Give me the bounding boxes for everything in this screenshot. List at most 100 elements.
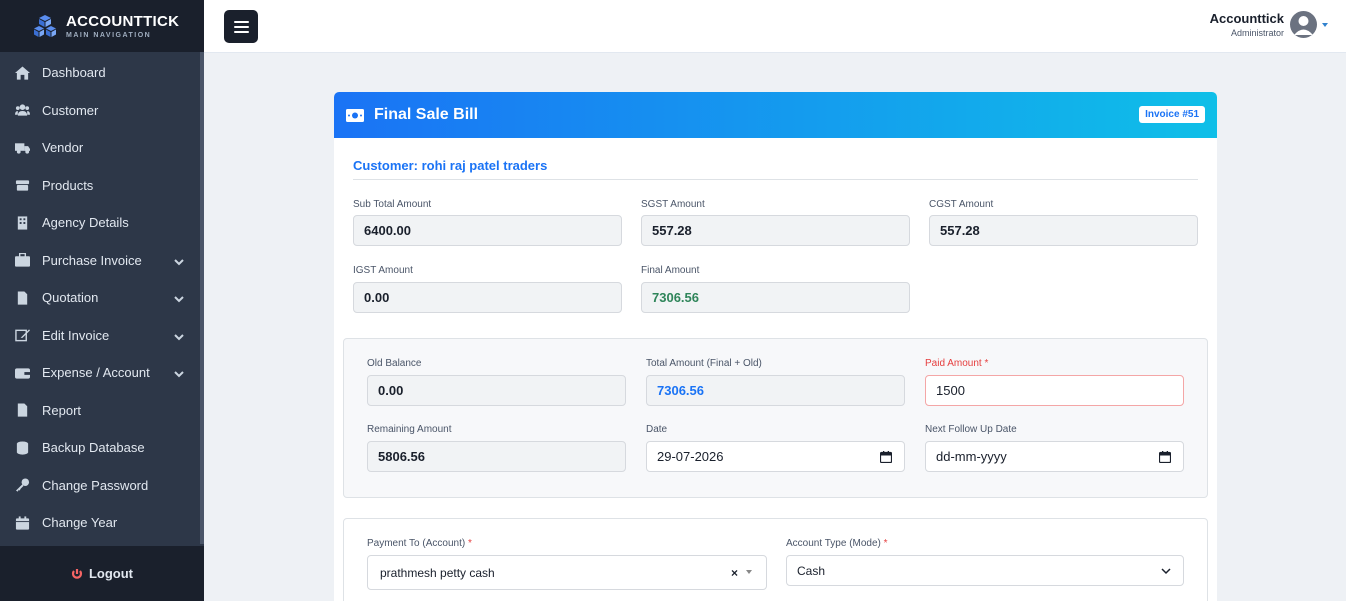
- customer-name: Customer: rohi raj patel traders: [353, 158, 548, 173]
- top-header: Accounttick Administrator: [204, 0, 1346, 53]
- remaining-amount-label: Remaining Amount: [367, 424, 452, 435]
- chevron-down-icon: [174, 367, 184, 378]
- dropdown-arrow-icon: [746, 570, 752, 574]
- divider: [353, 179, 1198, 180]
- calendar-icon[interactable]: [1159, 451, 1171, 463]
- sidebar-item-label: Backup Database: [42, 440, 145, 456]
- follow-up-date-input[interactable]: dd-mm-yyyy: [925, 441, 1184, 472]
- follow-up-placeholder: dd-mm-yyyy: [936, 449, 1007, 464]
- igst-label: IGST Amount: [353, 265, 413, 276]
- brand-subtitle: MAIN NAVIGATION: [66, 32, 152, 39]
- sidebar-item-quotation[interactable]: Quotation: [0, 279, 204, 317]
- payment-panel: Payment To (Account) * prathmesh petty c…: [343, 518, 1208, 601]
- card-title: Final Sale Bill: [374, 106, 479, 123]
- users-icon: [14, 102, 30, 118]
- boxes-icon: [14, 177, 30, 193]
- sidebar: ACCOUNTTICK MAIN NAVIGATION Dashboard Cu…: [0, 0, 204, 601]
- database-icon: [14, 440, 30, 456]
- calendar-icon[interactable]: [880, 451, 892, 463]
- sidebar-item-customer[interactable]: Customer: [0, 92, 204, 130]
- edit-icon: [14, 327, 30, 343]
- briefcase-icon: [14, 252, 30, 268]
- clear-icon[interactable]: ×: [730, 566, 738, 580]
- sidebar-item-label: Change Password: [42, 477, 149, 493]
- payment-to-value: prathmesh petty cash: [380, 565, 495, 580]
- sidebar-scrollbar[interactable]: [200, 52, 204, 544]
- user-name: Accounttick: [1209, 11, 1284, 26]
- invoice-badge: Invoice #51: [1139, 106, 1205, 123]
- final-amount-label: Final Amount: [641, 265, 700, 276]
- truck-icon: [14, 140, 30, 156]
- total-amount-field[interactable]: 7306.56: [646, 375, 905, 406]
- sidebar-item-products[interactable]: Products: [0, 167, 204, 205]
- sidebar-item-label: Quotation: [42, 290, 99, 306]
- sidebar-item-backup-database[interactable]: Backup Database: [0, 429, 204, 467]
- remaining-amount-field[interactable]: 5806.56: [367, 441, 626, 472]
- paid-amount-input[interactable]: 1500: [925, 375, 1184, 406]
- old-balance-field[interactable]: 0.00: [367, 375, 626, 406]
- sidebar-item-label: Products: [42, 177, 94, 193]
- account-type-select[interactable]: Cash: [786, 555, 1184, 586]
- date-value: 29-07-2026: [657, 449, 724, 464]
- sidebar-item-label: Edit Invoice: [42, 327, 110, 343]
- paid-amount-label: Paid Amount *: [925, 358, 989, 369]
- chevron-down-icon: [174, 255, 184, 265]
- menu-toggle-button[interactable]: [224, 10, 258, 43]
- sidebar-item-label: Dashboard: [42, 65, 106, 81]
- sub-total-field[interactable]: 6400.00: [353, 215, 622, 246]
- cgst-field[interactable]: 557.28: [929, 215, 1198, 246]
- sidebar-item-agency-details[interactable]: Agency Details: [0, 204, 204, 242]
- home-icon: [14, 65, 30, 81]
- account-type-value: Cash: [797, 563, 826, 578]
- user-role: Administrator: [1230, 28, 1284, 38]
- total-amount-label: Total Amount (Final + Old): [646, 358, 762, 369]
- igst-field[interactable]: 0.00: [353, 282, 622, 313]
- power-icon: [71, 568, 83, 579]
- chevron-down-icon: [174, 330, 184, 340]
- balance-panel: Old Balance 0.00 Total Amount (Final + O…: [343, 338, 1208, 498]
- card-header: Final Sale Bill Invoice #51: [334, 92, 1217, 138]
- brand-title: ACCOUNTTICK: [66, 13, 180, 30]
- sidebar-item-label: Purchase Invoice: [42, 252, 142, 268]
- sidebar-nav: Dashboard Customer Vendor Products Agenc…: [0, 52, 204, 546]
- avatar[interactable]: [1290, 11, 1317, 38]
- user-avatar-icon: [1294, 16, 1313, 35]
- key-icon: [14, 477, 30, 493]
- sidebar-item-report[interactable]: Report: [0, 392, 204, 430]
- sgst-field[interactable]: 557.28: [641, 215, 910, 246]
- brand[interactable]: ACCOUNTTICK MAIN NAVIGATION: [0, 0, 204, 52]
- sidebar-item-label: Vendor: [42, 140, 84, 156]
- file-icon: [14, 290, 30, 306]
- sidebar-item-label: Customer: [42, 102, 99, 118]
- sidebar-item-expense-account[interactable]: Expense / Account: [0, 354, 204, 392]
- money-bill-icon: [346, 108, 364, 122]
- chevron-down-icon: [1161, 568, 1171, 575]
- building-icon: [14, 215, 30, 231]
- payment-to-label: Payment To (Account) *: [367, 538, 472, 549]
- file-icon: [14, 402, 30, 418]
- sidebar-item-edit-invoice[interactable]: Edit Invoice: [0, 317, 204, 355]
- old-balance-label: Old Balance: [367, 358, 422, 369]
- sidebar-item-change-year[interactable]: Change Year: [0, 504, 204, 542]
- logout-label: Logout: [88, 566, 134, 581]
- calendar-icon: [14, 515, 30, 531]
- sidebar-item-purchase-invoice[interactable]: Purchase Invoice: [0, 242, 204, 280]
- payment-to-select[interactable]: prathmesh petty cash ×: [367, 555, 767, 590]
- user-menu[interactable]: Accounttick Administrator: [1210, 11, 1328, 38]
- sidebar-item-label: Change Year: [42, 515, 118, 531]
- date-label: Date: [646, 424, 668, 435]
- date-input[interactable]: 29-07-2026: [646, 441, 905, 472]
- sidebar-item-dashboard[interactable]: Dashboard: [0, 54, 204, 92]
- wallet-icon: [14, 365, 30, 381]
- sub-total-label: Sub Total Amount: [353, 199, 432, 210]
- account-type-label: Account Type (Mode) *: [786, 538, 888, 549]
- sidebar-item-vendor[interactable]: Vendor: [0, 129, 204, 167]
- follow-up-label: Next Follow Up Date: [925, 424, 1017, 435]
- cgst-label: CGST Amount: [929, 199, 994, 210]
- logout-button[interactable]: Logout: [0, 546, 204, 601]
- sidebar-item-label: Agency Details: [42, 215, 129, 231]
- chevron-down-icon: [174, 292, 184, 303]
- sidebar-item-label: Expense / Account: [42, 365, 150, 381]
- sidebar-item-change-password[interactable]: Change Password: [0, 467, 204, 505]
- final-amount-field[interactable]: 7306.56: [641, 282, 910, 313]
